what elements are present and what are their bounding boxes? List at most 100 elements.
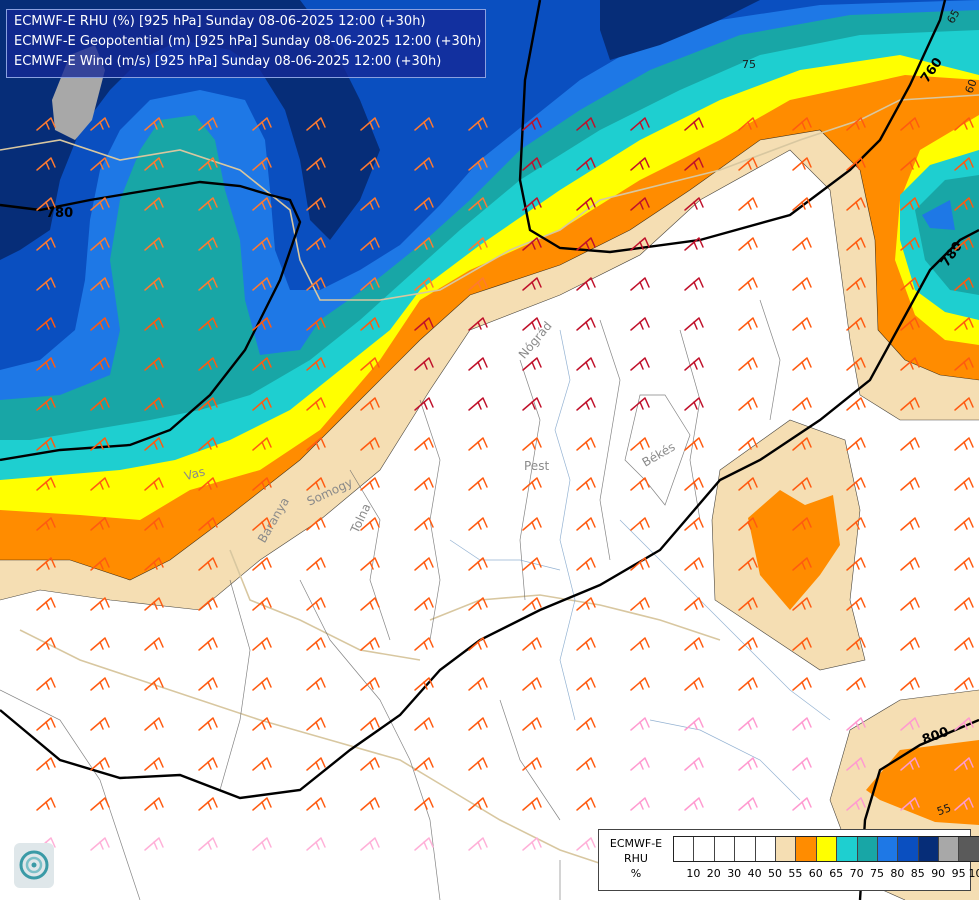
wind-barb (360, 597, 380, 611)
legend-tick-label: 60 (808, 867, 823, 880)
wind-barb (414, 157, 434, 171)
wind-barb (198, 277, 218, 291)
wind-barb (846, 357, 866, 371)
wind-barb (576, 717, 596, 731)
wind-barb (198, 317, 218, 331)
wind-barb (792, 237, 812, 251)
wind-barb (198, 517, 218, 531)
legend-swatch (857, 837, 878, 861)
wind-barb (252, 437, 272, 451)
wind-barb (630, 557, 650, 571)
wind-barb (144, 517, 164, 531)
legend-tick-label: 70 (849, 867, 864, 880)
wind-barb (360, 317, 380, 331)
wind-barb (684, 797, 704, 811)
wind-barb (900, 237, 920, 251)
wind-barb (576, 357, 596, 371)
wind-barb (684, 517, 704, 531)
wind-barb (90, 597, 110, 611)
wind-barb (522, 757, 542, 771)
wind-barb (306, 677, 326, 691)
wind-barb (738, 677, 758, 691)
wind-barb (414, 397, 434, 411)
wind-barb (522, 317, 542, 331)
wind-barb (414, 717, 434, 731)
wind-barb (90, 397, 110, 411)
wind-barb (792, 397, 812, 411)
wind-barb (738, 237, 758, 251)
wind-barb (468, 717, 488, 731)
wind-barb (522, 637, 542, 651)
wind-barb (198, 197, 218, 211)
wind-barb (630, 357, 650, 371)
wind-barb (684, 637, 704, 651)
wind-barb (630, 517, 650, 531)
wind-barb (900, 597, 920, 611)
wind-barb (792, 637, 812, 651)
wind-barb (198, 117, 218, 131)
wind-barb (414, 117, 434, 131)
wind-barb (414, 837, 434, 851)
wind-barb (36, 557, 56, 571)
wind-barb (792, 157, 812, 171)
wind-barb (738, 757, 758, 771)
wind-barb (954, 677, 974, 691)
wind-barb (144, 437, 164, 451)
wind-barb (90, 677, 110, 691)
wind-barb (468, 757, 488, 771)
wind-barb (468, 517, 488, 531)
wind-barb (36, 397, 56, 411)
wind-barb (630, 397, 650, 411)
wind-barb (792, 437, 812, 451)
wind-barb (738, 277, 758, 291)
wind-barb (954, 757, 974, 771)
wind-barb (792, 757, 812, 771)
wind-barb (576, 197, 596, 211)
wind-barb (900, 117, 920, 131)
wind-barb (738, 597, 758, 611)
wind-barb (522, 237, 542, 251)
wind-barb (306, 477, 326, 491)
wind-barb (468, 557, 488, 571)
wind-barb (684, 477, 704, 491)
wind-barb (684, 157, 704, 171)
wind-barb (198, 637, 218, 651)
wind-barb (954, 557, 974, 571)
wind-barb (522, 197, 542, 211)
wind-barb (900, 397, 920, 411)
wind-barb (954, 117, 974, 131)
wind-barb (306, 797, 326, 811)
wind-barb (468, 157, 488, 171)
wind-barb (684, 757, 704, 771)
wind-barb (684, 117, 704, 131)
legend-swatch (796, 837, 817, 861)
rh-band-75-inner-e (915, 175, 979, 295)
wind-barb (954, 397, 974, 411)
legend-tick-label: 75 (870, 867, 884, 880)
header-wind-title: ECMWF-E Wind (m/s) [925 hPa] Sunday 08-0… (14, 54, 442, 69)
wind-barb (36, 517, 56, 531)
wind-barb (306, 397, 326, 411)
wind-barb (252, 117, 272, 131)
wind-barb (306, 757, 326, 771)
wind-barb (252, 197, 272, 211)
wind-barb (900, 357, 920, 371)
wind-barb (900, 277, 920, 291)
legend-tick-label: 55 (788, 867, 803, 880)
wind-barb (738, 797, 758, 811)
legend-swatch (918, 837, 940, 861)
wind-barb (630, 157, 650, 171)
wind-barb (252, 277, 272, 291)
wind-barb (954, 357, 974, 371)
wind-barb (144, 717, 164, 731)
wind-barb (576, 397, 596, 411)
legend-tick-label: 100 (968, 867, 979, 880)
wind-barb (414, 317, 434, 331)
wind-barb (144, 197, 164, 211)
wind-barb (90, 837, 110, 851)
wind-barb (360, 637, 380, 651)
wind-barb (468, 277, 488, 291)
wind-barb (684, 397, 704, 411)
wind-barb (846, 597, 866, 611)
wind-barb (846, 277, 866, 291)
